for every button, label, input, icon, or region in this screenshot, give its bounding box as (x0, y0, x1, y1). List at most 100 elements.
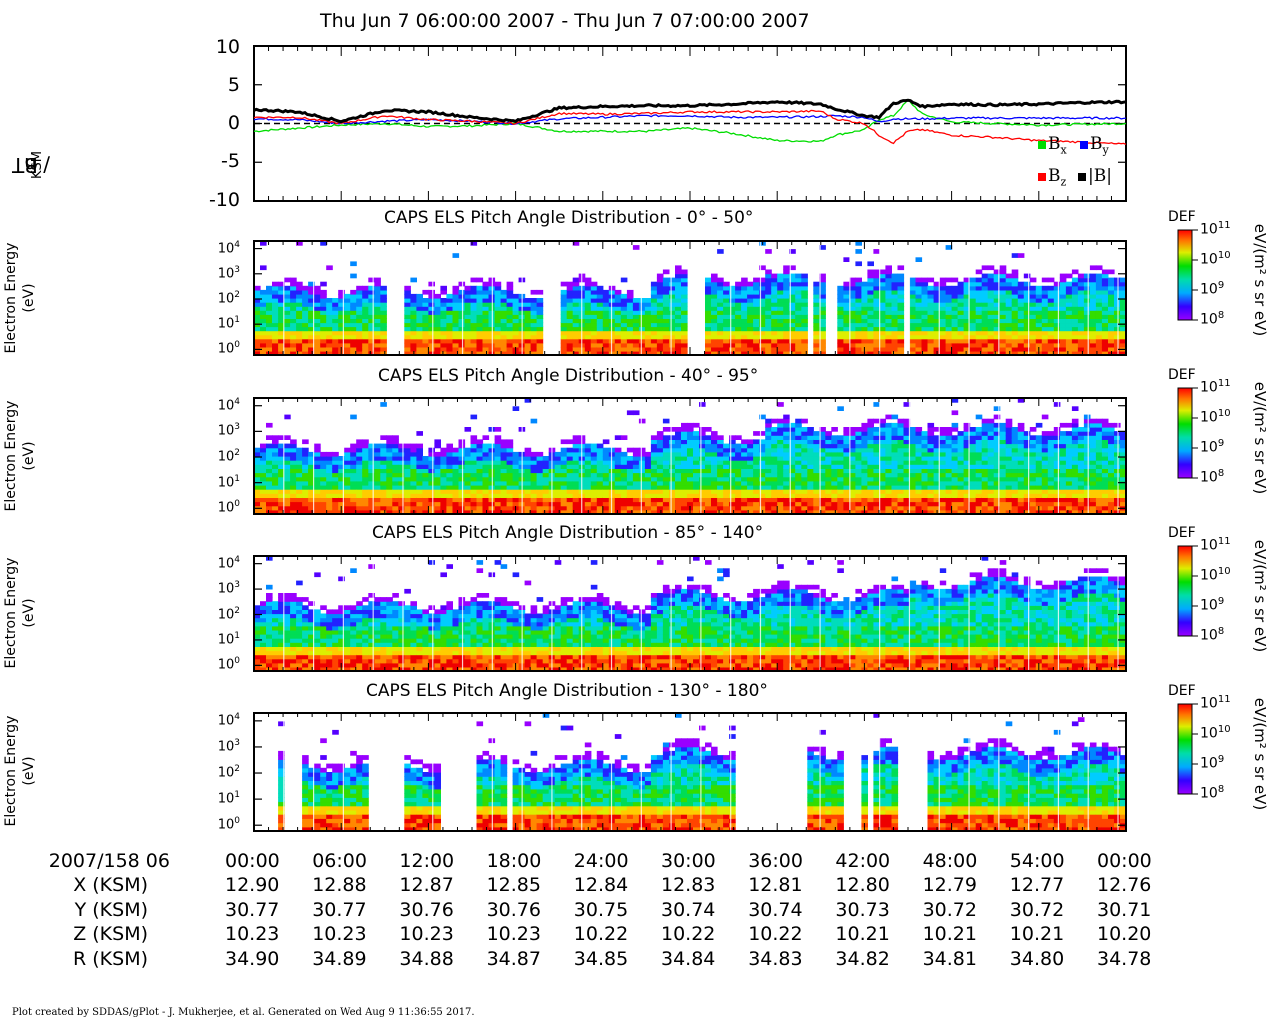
spec-cell (1017, 293, 1025, 299)
spec-cell (368, 460, 375, 465)
spec-cell (789, 273, 796, 279)
spec-cell (717, 322, 724, 328)
spec-cell (428, 489, 435, 494)
spec-cell (903, 443, 911, 449)
spec-cell (699, 476, 706, 482)
spec-cell (278, 443, 285, 449)
spec-cell (891, 435, 899, 440)
spec-cell (314, 338, 321, 344)
spec-cell (813, 293, 820, 299)
spec-cell (644, 346, 652, 352)
spec-cell (650, 460, 658, 465)
spec-cell (380, 310, 387, 315)
spec-cell (302, 289, 309, 295)
spec-cell (530, 489, 538, 494)
spec-cell (428, 485, 435, 490)
spec-cell (398, 468, 405, 474)
spec-cell (975, 338, 983, 344)
spec-cell (278, 306, 285, 311)
spec-cell (254, 302, 261, 307)
spec-cell (290, 298, 297, 303)
spec-cell (795, 422, 802, 428)
spec-cell (969, 342, 977, 348)
spec-cell (873, 431, 880, 436)
spec-cell (1047, 346, 1055, 352)
spec-cell (494, 480, 502, 486)
spec-cell (681, 338, 688, 344)
spec-cell (849, 306, 856, 311)
spec-cell (837, 338, 844, 344)
spec-cell (993, 293, 1001, 299)
spec-cell (807, 447, 814, 453)
spec-cell (434, 472, 441, 478)
spec-cell (482, 509, 490, 515)
spec-cell (843, 431, 850, 436)
spec-cell (1108, 281, 1115, 287)
spec-cell (819, 285, 826, 291)
spec-cell (560, 468, 568, 474)
spec-cell (476, 306, 484, 311)
spec-cell (350, 293, 357, 299)
spec-cell (590, 285, 598, 291)
spec-cell (422, 509, 429, 515)
spec-cell (278, 451, 285, 457)
spec-cell (380, 342, 387, 348)
spec-cell (644, 493, 652, 498)
spec-cell (957, 501, 965, 507)
spec-cell (1071, 281, 1079, 287)
spec-cell (362, 443, 369, 449)
spec-cell (783, 418, 790, 424)
spec-cell (717, 456, 724, 461)
spec-cell (681, 422, 688, 428)
spec-cell (302, 497, 309, 503)
spec-cell (915, 338, 923, 344)
spec-cell (410, 493, 417, 498)
spec-cell (897, 464, 905, 469)
spec-cell (380, 285, 387, 291)
spec-cell (729, 318, 736, 324)
spec-cell (632, 447, 640, 453)
spec-cell (1041, 326, 1049, 332)
spec-cell (711, 431, 718, 436)
spec-cell (933, 293, 941, 299)
spec-cell (843, 322, 850, 328)
spec-cell (765, 342, 772, 348)
spec-cell (891, 464, 899, 469)
spec-cell (1108, 334, 1115, 340)
spec-cell (428, 289, 435, 295)
spec-cell (446, 346, 453, 352)
spec-cell (909, 289, 917, 295)
spec-cell (662, 476, 670, 482)
spec-cell (1095, 314, 1103, 319)
spec-cell (813, 342, 820, 348)
spec-cell (999, 346, 1007, 352)
spec-cell (981, 338, 989, 344)
spec-cell (1047, 326, 1055, 332)
spec-cell (326, 350, 333, 356)
spec-cell (1059, 281, 1067, 287)
spec-cell (729, 338, 736, 344)
spec-cell (945, 443, 953, 449)
spec-cell (867, 326, 874, 332)
spec-cell (771, 334, 778, 340)
spec-cell (500, 489, 508, 494)
spec-cell (897, 326, 905, 332)
spec-cell (572, 509, 580, 515)
spec-cell (368, 310, 375, 315)
spec-cell (1017, 330, 1025, 336)
spec-cell (344, 505, 351, 511)
spec-cell (741, 318, 748, 324)
spec-cell (891, 422, 899, 428)
spec-cell (566, 330, 574, 336)
spec-cell (795, 314, 802, 319)
spec-cell (422, 314, 429, 319)
spec-cell (735, 342, 742, 348)
spec-cell (620, 302, 628, 307)
spec-cell (909, 281, 917, 287)
spec-cell (302, 485, 309, 490)
spec-cell (813, 489, 820, 494)
spec-cell (729, 505, 736, 511)
spec-cell (885, 342, 892, 348)
spec-cell (284, 285, 291, 291)
spec-cell (873, 472, 880, 478)
